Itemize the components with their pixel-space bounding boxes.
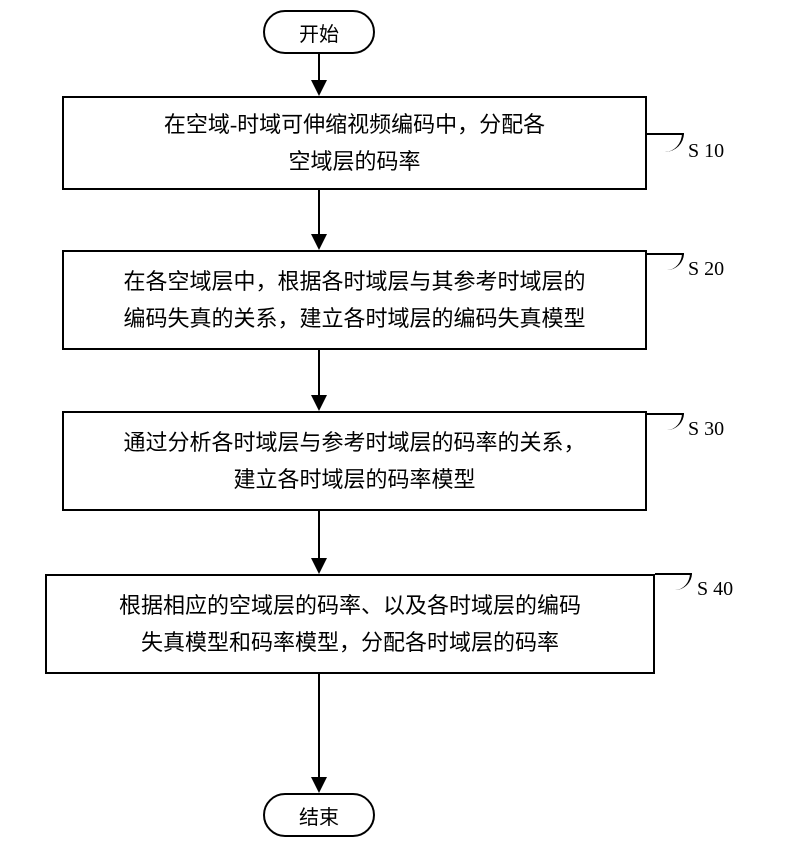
connector-s40 bbox=[655, 573, 692, 590]
step-s30-text: 通过分析各时域层与参考时域层的码率的关系， 建立各时域层的码率模型 bbox=[123, 424, 585, 499]
start-terminal: 开始 bbox=[263, 10, 375, 54]
connector-s30 bbox=[647, 413, 684, 430]
label-s30: S 30 bbox=[688, 418, 724, 441]
end-label: 结束 bbox=[299, 801, 339, 830]
step-s40: 根据相应的空域层的码率、以及各时域层的编码 失真模型和码率模型，分配各时域层的码… bbox=[45, 574, 655, 674]
connector-s20 bbox=[647, 253, 684, 270]
step-s10: 在空域-时域可伸缩视频编码中，分配各 空域层的码率 bbox=[62, 96, 647, 190]
label-s20: S 20 bbox=[688, 258, 724, 281]
step-s30: 通过分析各时域层与参考时域层的码率的关系， 建立各时域层的码率模型 bbox=[62, 411, 647, 511]
step-s20-text: 在各空域层中，根据各时域层与其参考时域层的 编码失真的关系，建立各时域层的编码失… bbox=[123, 263, 585, 338]
step-s40-text: 根据相应的空域层的码率、以及各时域层的编码 失真模型和码率模型，分配各时域层的码… bbox=[119, 587, 581, 662]
start-label: 开始 bbox=[299, 18, 339, 47]
step-s10-text: 在空域-时域可伸缩视频编码中，分配各 空域层的码率 bbox=[164, 106, 545, 181]
label-s40: S 40 bbox=[697, 578, 733, 601]
label-s10: S 10 bbox=[688, 140, 724, 163]
end-terminal: 结束 bbox=[263, 793, 375, 837]
connector-s10 bbox=[647, 133, 684, 152]
step-s20: 在各空域层中，根据各时域层与其参考时域层的 编码失真的关系，建立各时域层的编码失… bbox=[62, 250, 647, 350]
